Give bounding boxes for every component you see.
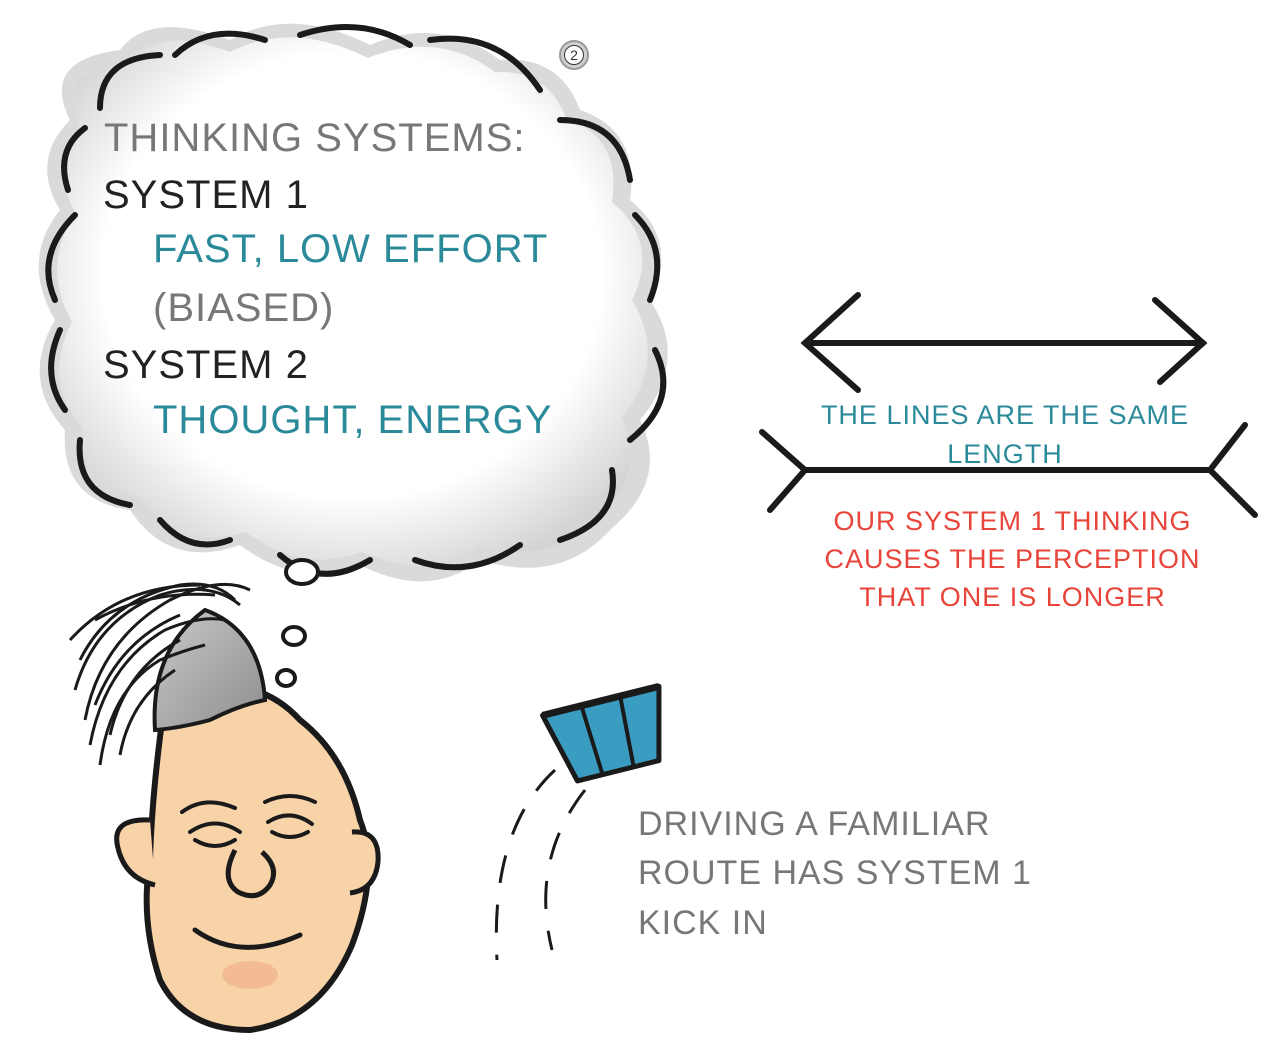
- thought-bubble-large: [284, 558, 320, 586]
- nose-icon: [225, 848, 277, 899]
- eyes-icon: [180, 794, 317, 848]
- illusion-caption-teal: THE LINES ARE THE SAME LENGTH: [820, 400, 1190, 470]
- car-illustration: [494, 682, 662, 961]
- step-badge-number: 2: [564, 45, 584, 65]
- ear-right-icon: [349, 829, 381, 896]
- thought-cloud: [38, 23, 668, 582]
- illusion-figure: [759, 292, 1258, 518]
- chin-blush: [222, 961, 278, 989]
- head-illustration: [68, 582, 381, 1033]
- driving-caption: DRIVING A FAMILIAR ROUTE HAS SYSTEM 1 KI…: [638, 805, 1032, 942]
- road-dashes-right: [544, 789, 587, 951]
- mouth-icon: [192, 927, 303, 950]
- step-badge: 2: [559, 40, 589, 70]
- road-dashes-left: [494, 768, 557, 961]
- cloud-title: THINKING SYSTEMS:: [104, 116, 526, 160]
- system1-label: SYSTEM 1: [103, 173, 309, 217]
- ear-left-icon: [114, 817, 156, 888]
- hair-scribbles: [68, 582, 251, 766]
- cloud-outline: [45, 24, 667, 577]
- system2-description: THOUGHT, ENERGY: [153, 398, 553, 442]
- system1-note: (BIASED): [153, 286, 335, 330]
- system2-label: SYSTEM 2: [103, 343, 309, 387]
- cloud-body: [56, 37, 648, 566]
- thought-bubble-small: [275, 668, 297, 688]
- hair-inner: [152, 607, 268, 733]
- line-arrows-outward: [759, 422, 1258, 518]
- illusion-caption-red: OUR SYSTEM 1 THINKING CAUSES THE PERCEPT…: [824, 506, 1201, 612]
- thought-bubble-medium: [281, 625, 307, 647]
- line-arrows-inward: [800, 292, 1208, 393]
- thought-bubbles: [275, 558, 320, 688]
- car-icon: [540, 682, 662, 784]
- system1-description: FAST, LOW EFFORT: [153, 227, 549, 271]
